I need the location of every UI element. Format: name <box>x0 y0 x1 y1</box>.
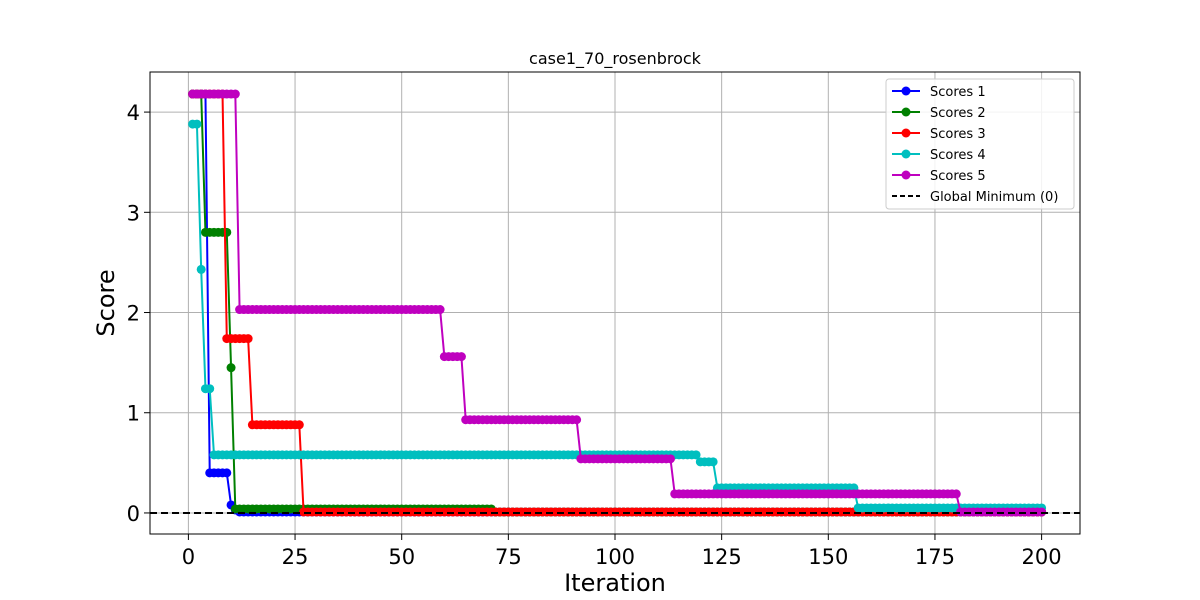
series-1-point <box>222 468 232 478</box>
y-tick-label: 2 <box>127 302 140 326</box>
legend-item-4: Scores 4 <box>892 148 986 163</box>
legend-marker <box>901 170 911 180</box>
chart-title: case1_70_rosenbrock <box>529 49 702 69</box>
series-2-point <box>226 363 236 373</box>
series-5-point <box>230 89 240 99</box>
legend-marker <box>901 107 911 117</box>
legend-item-5: Scores 5 <box>892 169 986 184</box>
series-4-point <box>192 119 202 129</box>
legend-item-3: Scores 3 <box>892 127 986 142</box>
y-tick-label: 1 <box>127 402 140 426</box>
legend-label: Scores 1 <box>930 85 986 100</box>
series-5 <box>188 89 1047 517</box>
series-5-point <box>435 305 445 315</box>
series-3-point <box>243 334 253 344</box>
series-4-point <box>196 264 206 274</box>
series-5-point <box>572 415 582 425</box>
series-4-point <box>691 450 701 460</box>
series-2-point <box>222 227 232 237</box>
series-4-point <box>708 457 718 467</box>
legend: Scores 1 Scores 2 Scores 3 Scores 4 Scores 5… <box>885 78 1075 210</box>
series-5-point <box>456 352 466 362</box>
x-tick-label: 75 <box>495 545 522 569</box>
legend-item-6: Global Minimum (0) <box>892 190 1058 205</box>
grid <box>150 72 1080 534</box>
x-tick-label: 175 <box>915 545 955 569</box>
y-tick-label: 3 <box>127 201 140 225</box>
x-tick-label: 0 <box>182 545 195 569</box>
x-tick-label: 25 <box>282 545 309 569</box>
series-5-point <box>665 454 675 464</box>
axis-ticks: 0 25 50 75 100 125 150 175 200 0 1 2 3 4 <box>127 101 1062 569</box>
x-tick-label: 200 <box>1022 545 1062 569</box>
series-4-point <box>205 384 215 394</box>
series-5-point <box>951 489 961 499</box>
legend-label: Scores 4 <box>930 148 986 163</box>
x-axis-label: Iteration <box>564 569 666 597</box>
legend-item-1: Scores 1 <box>892 85 986 100</box>
legend-label: Scores 3 <box>930 127 986 142</box>
legend-box <box>885 78 1075 210</box>
x-tick-label: 50 <box>388 545 415 569</box>
legend-label: Scores 5 <box>930 169 986 184</box>
x-tick-label: 150 <box>808 545 848 569</box>
x-tick-label: 100 <box>595 545 635 569</box>
y-tick-label: 4 <box>127 101 140 125</box>
legend-marker <box>901 149 911 159</box>
series-3-point <box>294 420 304 430</box>
y-axis-label: Score <box>92 269 120 336</box>
series-layer <box>188 89 1047 517</box>
legend-marker <box>901 86 911 96</box>
x-tick-label: 125 <box>702 545 742 569</box>
legend-item-2: Scores 2 <box>892 106 986 121</box>
legend-marker <box>901 128 911 138</box>
legend-label: Scores 2 <box>930 106 986 121</box>
series-5-point <box>1037 507 1047 517</box>
y-tick-label: 0 <box>127 502 140 526</box>
legend-label: Global Minimum (0) <box>930 190 1058 205</box>
